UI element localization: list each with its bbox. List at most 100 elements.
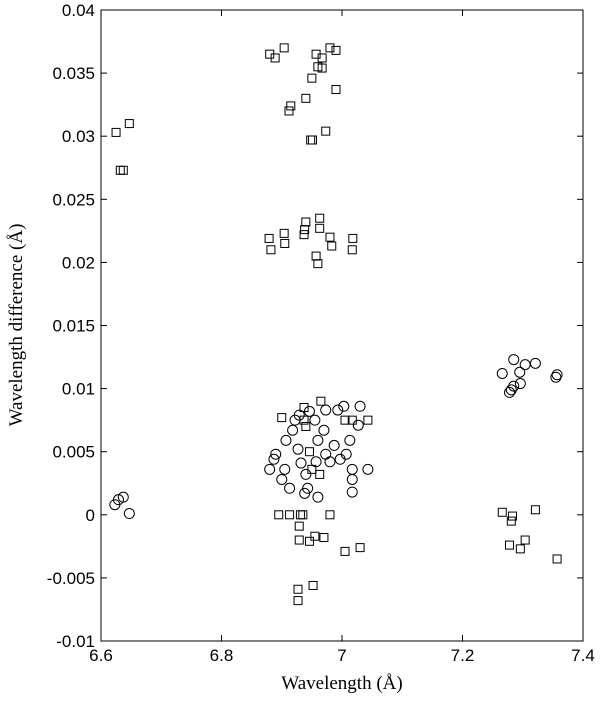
square-point bbox=[266, 245, 276, 255]
circle-point bbox=[320, 448, 332, 460]
square-point bbox=[331, 45, 341, 55]
square-point bbox=[304, 536, 314, 546]
x-tick-label: 7.2 bbox=[451, 646, 475, 665]
circle-point bbox=[346, 473, 358, 485]
x-tick-label: 7 bbox=[337, 646, 346, 665]
square-point bbox=[504, 540, 514, 550]
circle-point bbox=[508, 354, 520, 366]
circle-point bbox=[519, 359, 531, 371]
square-point bbox=[301, 93, 311, 103]
circle-point bbox=[332, 404, 344, 416]
circle-point bbox=[312, 434, 324, 446]
square-point bbox=[307, 135, 317, 145]
circle-point bbox=[514, 366, 526, 378]
circle-point bbox=[496, 367, 508, 379]
circle-point bbox=[264, 463, 276, 475]
circle-point bbox=[284, 482, 296, 494]
circle-point bbox=[270, 448, 282, 460]
square-point bbox=[355, 543, 365, 553]
square-point bbox=[552, 554, 562, 564]
circle-point bbox=[362, 463, 374, 475]
square-point bbox=[321, 126, 331, 136]
square-point bbox=[307, 73, 317, 83]
circle-point bbox=[352, 419, 364, 431]
square-point bbox=[115, 165, 125, 175]
y-tick-label: -0.005 bbox=[47, 569, 95, 588]
y-tick-label: 0.04 bbox=[62, 1, 95, 20]
square-point bbox=[295, 510, 305, 520]
y-tick-label: 0.005 bbox=[52, 443, 95, 462]
square-point bbox=[306, 135, 316, 145]
square-point bbox=[280, 238, 290, 248]
circle-point bbox=[346, 463, 358, 475]
circle-point bbox=[310, 456, 322, 468]
circle-point bbox=[508, 380, 520, 392]
y-tick-label: 0.02 bbox=[62, 253, 95, 272]
circle-point bbox=[344, 434, 356, 446]
circle-point bbox=[280, 434, 292, 446]
circle-point bbox=[529, 357, 541, 369]
square-point bbox=[298, 510, 308, 520]
square-point bbox=[294, 535, 304, 545]
square-point bbox=[264, 233, 274, 243]
x-tick-label: 6.6 bbox=[89, 646, 113, 665]
circle-point bbox=[276, 473, 288, 485]
circle-point bbox=[318, 424, 330, 436]
x-axis-label: Wavelength (Å) bbox=[281, 673, 402, 694]
circle-point bbox=[514, 378, 526, 390]
circle-point bbox=[279, 463, 291, 475]
square-point bbox=[363, 415, 373, 425]
y-tick-label: 0.015 bbox=[52, 317, 95, 336]
square-point bbox=[506, 516, 516, 526]
square-point bbox=[111, 127, 121, 137]
circle-point bbox=[287, 424, 299, 436]
square-point bbox=[293, 584, 303, 594]
square-point bbox=[316, 396, 326, 406]
y-tick-label: -0.01 bbox=[56, 632, 95, 651]
circle-point bbox=[117, 491, 129, 503]
square-point bbox=[294, 521, 304, 531]
square-point bbox=[277, 413, 287, 423]
circle-point bbox=[328, 439, 340, 451]
x-tick-label: 7.4 bbox=[571, 646, 595, 665]
circle-point bbox=[338, 400, 350, 412]
square-point bbox=[331, 85, 341, 95]
circle-point bbox=[320, 404, 332, 416]
square-point bbox=[270, 53, 280, 63]
circle-point bbox=[354, 400, 366, 412]
square-point bbox=[515, 544, 525, 554]
square-point bbox=[530, 505, 540, 515]
x-tick-label: 6.8 bbox=[210, 646, 234, 665]
square-point bbox=[300, 225, 310, 235]
circle-point bbox=[123, 508, 135, 520]
square-point bbox=[124, 119, 134, 129]
square-point bbox=[317, 53, 327, 63]
plot-frame bbox=[100, 9, 584, 642]
circle-point bbox=[300, 468, 312, 480]
circle-point bbox=[334, 453, 346, 465]
square-point bbox=[508, 511, 518, 521]
square-point bbox=[325, 510, 335, 520]
square-point bbox=[315, 213, 325, 223]
y-tick-label: 0.03 bbox=[62, 127, 95, 146]
y-tick-label: 0.025 bbox=[52, 190, 95, 209]
y-axis-label: Wavelength difference (Å) bbox=[6, 224, 27, 427]
square-point bbox=[279, 43, 289, 53]
square-point bbox=[348, 233, 358, 243]
square-point bbox=[317, 63, 327, 73]
square-point bbox=[340, 546, 350, 556]
circle-point bbox=[292, 443, 304, 455]
square-point bbox=[497, 507, 507, 517]
circle-point bbox=[268, 453, 280, 465]
square-point bbox=[279, 228, 289, 238]
circle-point bbox=[324, 456, 336, 468]
square-point bbox=[301, 421, 311, 431]
square-point bbox=[327, 241, 337, 251]
square-point bbox=[325, 43, 335, 53]
circle-point bbox=[503, 386, 515, 398]
square-point bbox=[308, 580, 318, 590]
y-tick-label: 0 bbox=[86, 506, 95, 525]
square-point bbox=[313, 259, 323, 269]
circle-point bbox=[340, 448, 352, 460]
